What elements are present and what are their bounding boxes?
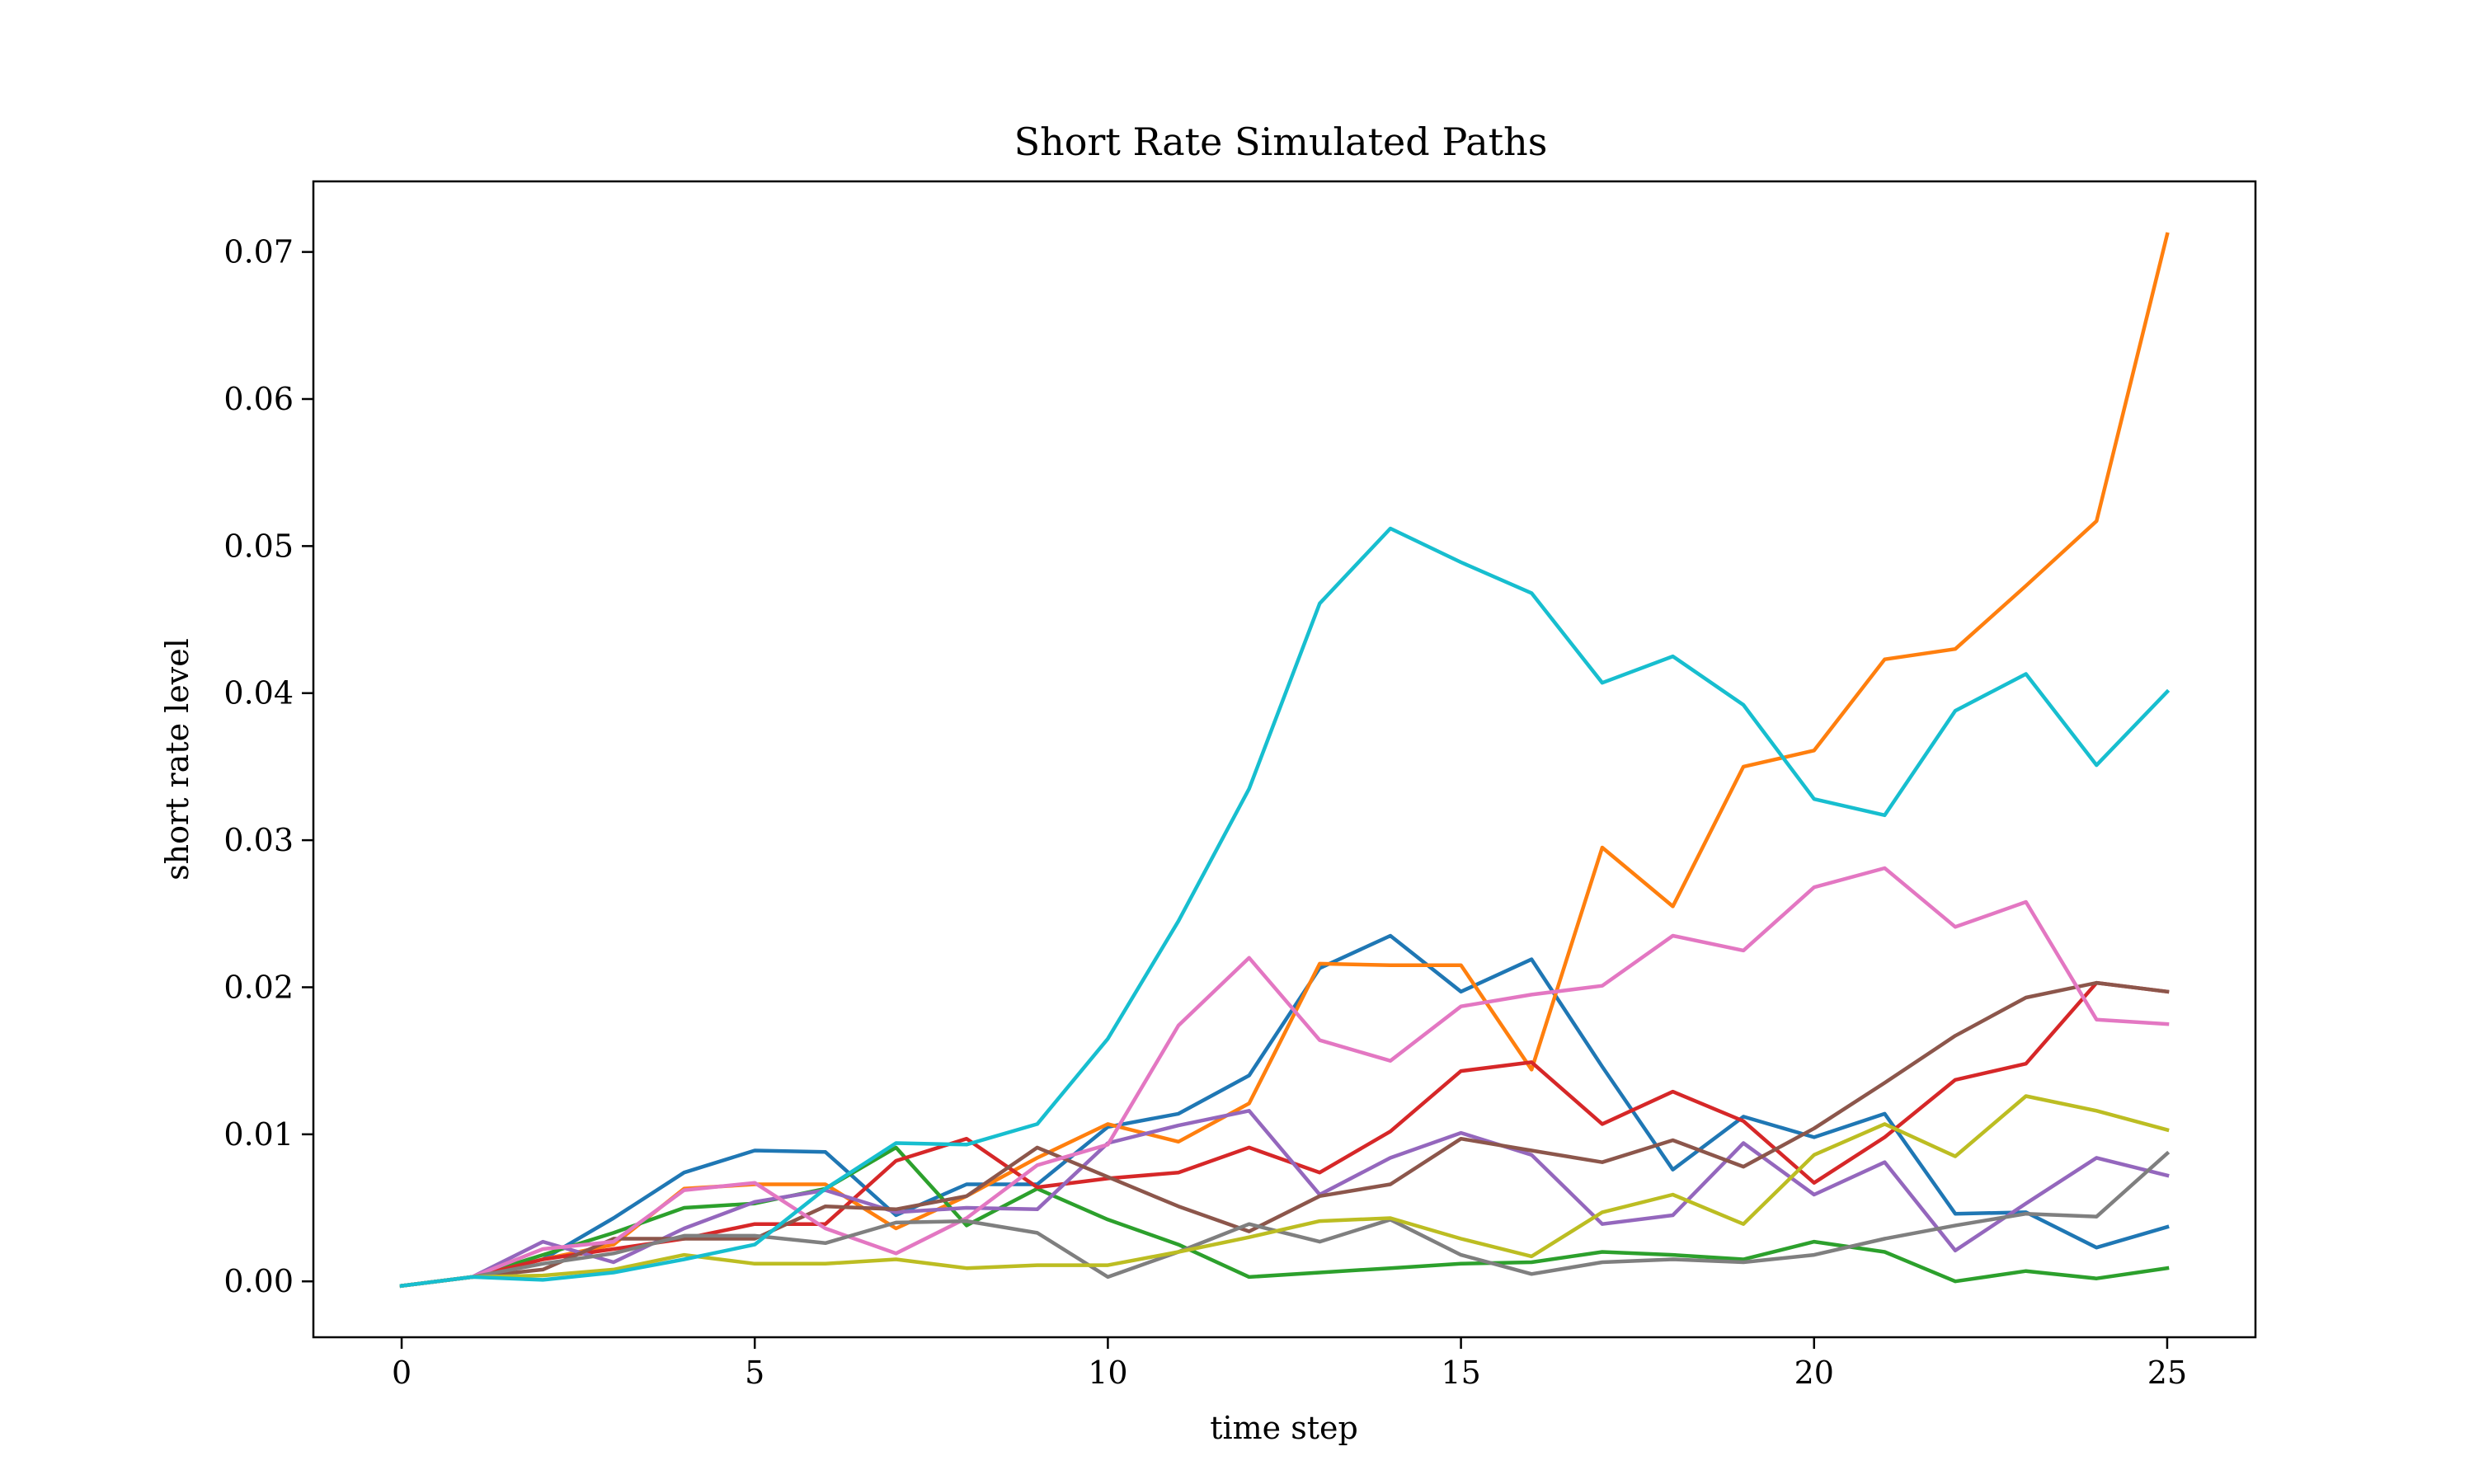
plot-lines <box>399 232 2171 1289</box>
y-axis-label: short rate level <box>159 638 195 881</box>
series-line-6 <box>399 980 2170 1289</box>
series-line-5 <box>399 1109 2170 1289</box>
x-tick-label: 10 <box>1088 1355 1127 1391</box>
series-line-8 <box>399 1150 2171 1289</box>
series-line-3 <box>399 1145 2170 1289</box>
x-tick-label: 15 <box>1441 1355 1480 1391</box>
y-tick-label: 0.01 <box>223 1116 294 1153</box>
y-tick-label: 0.05 <box>223 528 294 564</box>
y-tick-label: 0.06 <box>223 381 294 417</box>
y-tick-label: 0.03 <box>223 822 294 858</box>
plot-frame <box>312 180 2257 1339</box>
y-axis: 0.00 0.01 0.02 0.03 0.04 0.05 0.06 0.07 <box>223 234 313 1299</box>
series-line-10 <box>399 526 2171 1289</box>
series-line-2 <box>399 232 2170 1289</box>
x-tick-label: 0 <box>392 1355 412 1391</box>
series-line-7 <box>399 866 2170 1289</box>
x-tick-label: 25 <box>2147 1355 2187 1391</box>
x-tick-label: 20 <box>1794 1355 1834 1391</box>
x-tick-label: 5 <box>745 1355 764 1391</box>
chart-title: Short Rate Simulated Paths <box>1014 120 1548 164</box>
y-tick-label: 0.04 <box>223 675 294 711</box>
y-tick-label: 0.02 <box>223 969 294 1005</box>
y-tick-label: 0.00 <box>223 1263 294 1299</box>
x-axis-label: time step <box>1210 1410 1358 1446</box>
y-tick-label: 0.07 <box>223 234 294 270</box>
series-line-1 <box>399 933 2170 1289</box>
x-axis: 0 5 10 15 20 25 <box>392 1337 2187 1391</box>
